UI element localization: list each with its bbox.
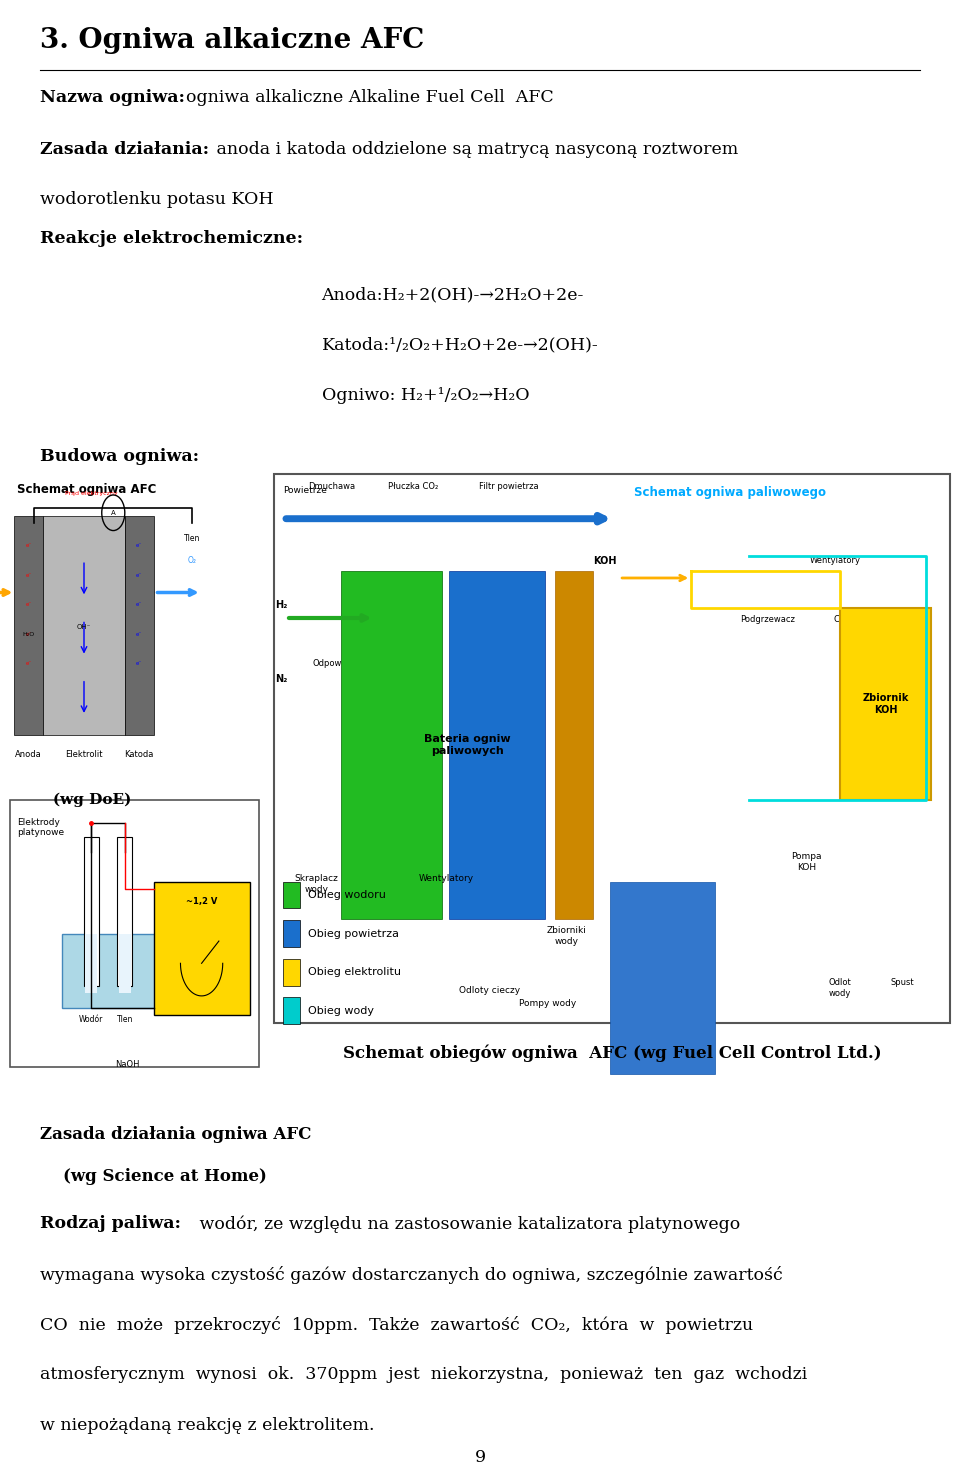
Text: Schemat ogniwa paliwowego: Schemat ogniwa paliwowego (634, 486, 826, 499)
Text: Wentylatory: Wentylatory (809, 556, 861, 565)
Text: e⁻: e⁻ (136, 572, 142, 578)
Text: wodorotlenku potasu KOH: wodorotlenku potasu KOH (40, 191, 274, 207)
Bar (840, 608, 931, 800)
Text: Tlen: Tlen (183, 534, 201, 542)
Text: e⁻: e⁻ (136, 542, 142, 548)
Text: e⁻: e⁻ (26, 661, 32, 667)
Text: ogniwa alkaliczne Alkaline Fuel Cell  AFC: ogniwa alkaliczne Alkaline Fuel Cell AFC (186, 89, 554, 105)
Text: CO  nie  może  przekroczyć  10ppm.  Także  zawartość  CO₂,  która  w  powietrzu: CO nie może przekroczyć 10ppm. Także zaw… (40, 1316, 754, 1334)
Bar (43, 516, 125, 735)
Text: Prąd elektryczny: Prąd elektryczny (65, 492, 117, 496)
Text: e⁻: e⁻ (136, 631, 142, 637)
Text: wodór, ze względu na zastosowanie katalizatora platynowego: wodór, ze względu na zastosowanie katali… (194, 1215, 740, 1233)
Text: OH⁻: OH⁻ (77, 624, 91, 630)
Text: Katoda: Katoda (125, 750, 154, 759)
Text: Pompa
KOH: Pompa KOH (791, 852, 822, 871)
Bar (610, 882, 715, 1074)
Bar (283, 920, 300, 947)
Text: Nazwa ogniwa:: Nazwa ogniwa: (40, 89, 185, 105)
Text: H₂: H₂ (276, 600, 288, 611)
Text: 3. Ogniwa alkaiczne AFC: 3. Ogniwa alkaiczne AFC (40, 27, 424, 53)
Text: Anoda:H₂+2(OH)-→2H₂O+2e-: Anoda:H₂+2(OH)-→2H₂O+2e- (322, 286, 584, 302)
Text: Skraplacz
wody: Skraplacz wody (295, 874, 339, 894)
Text: Katoda:¹/₂O₂+H₂O+2e-→2(OH)-: Katoda:¹/₂O₂+H₂O+2e-→2(OH)- (322, 336, 598, 353)
Bar (14, 516, 43, 735)
Text: Odlot
wody: Odlot wody (828, 978, 852, 997)
Text: Spust: Spust (891, 978, 914, 987)
Text: wymagana wysoka czystość gazów dostarczanych do ogniwa, szczególnie zawartość: wymagana wysoka czystość gazów dostarcza… (40, 1266, 783, 1283)
Bar (125, 516, 154, 735)
Bar (117, 837, 132, 986)
Text: anoda i katoda oddzielone są matrycą nasyconą roztworem: anoda i katoda oddzielone są matrycą nas… (211, 141, 738, 157)
Text: Odloty cieczy: Odloty cieczy (459, 986, 520, 994)
Text: w niepożądaną reakcję z elektrolitem.: w niepożądaną reakcję z elektrolitem. (40, 1417, 374, 1433)
Text: Ogniwo: H₂+¹/₂O₂→H₂O: Ogniwo: H₂+¹/₂O₂→H₂O (322, 387, 529, 403)
Text: Dmuchawa: Dmuchawa (307, 482, 355, 491)
Text: e⁻: e⁻ (136, 602, 142, 608)
Text: Anoda: Anoda (15, 750, 42, 759)
Text: Tlen: Tlen (116, 1015, 133, 1024)
Text: Podgrzewacz: Podgrzewacz (740, 615, 796, 624)
Text: Pompy wody: Pompy wody (518, 999, 576, 1008)
Text: ~1,2 V: ~1,2 V (186, 897, 217, 906)
Text: Budowa ogniwa:: Budowa ogniwa: (40, 448, 200, 464)
Bar (10, 800, 259, 1067)
Bar (283, 959, 300, 986)
Text: e⁻: e⁻ (26, 542, 32, 548)
Bar (62, 934, 192, 1008)
Text: Zasada działania:: Zasada działania: (40, 141, 209, 157)
Text: Elektrody
platynowe: Elektrody platynowe (17, 818, 64, 837)
Text: Obieg elektrolitu: Obieg elektrolitu (308, 968, 401, 977)
Text: Zbiorniki
wody: Zbiorniki wody (546, 926, 587, 946)
Bar (341, 571, 442, 919)
Text: e⁻: e⁻ (26, 631, 32, 637)
Text: atmosferycznym  wynosi  ok.  370ppm  jest  niekorzystna,  ponieważ  ten  gaz  wc: atmosferycznym wynosi ok. 370ppm jest ni… (40, 1366, 807, 1383)
Text: H₂O: H₂O (23, 631, 35, 637)
Bar (555, 571, 593, 919)
Text: Filtr powietrza: Filtr powietrza (479, 482, 539, 491)
Text: (wg Science at Home): (wg Science at Home) (40, 1168, 267, 1184)
Text: e⁻: e⁻ (26, 572, 32, 578)
Text: (wg DoE): (wg DoE) (53, 793, 132, 808)
Text: Odpowietrzenie: Odpowietrzenie (312, 659, 379, 668)
Text: Rodzaj paliwa:: Rodzaj paliwa: (40, 1215, 181, 1232)
Text: KOH: KOH (593, 556, 616, 566)
Text: Schemat obiegów ogniwa  AFC (wg Fuel Cell Control Ltd.): Schemat obiegów ogniwa AFC (wg Fuel Cell… (343, 1045, 881, 1063)
Bar (283, 997, 300, 1024)
Text: O₂: O₂ (187, 556, 197, 565)
Bar (119, 934, 131, 993)
Text: Chłodnica: Chłodnica (833, 615, 876, 624)
Bar (449, 571, 545, 919)
Text: e⁻: e⁻ (26, 602, 32, 608)
Text: NaOH: NaOH (115, 1060, 139, 1069)
Text: Bateria ogniw
paliwowych: Bateria ogniw paliwowych (423, 734, 511, 756)
Bar (84, 837, 99, 986)
Text: Obieg powietrza: Obieg powietrza (308, 929, 399, 938)
Text: e⁻: e⁻ (136, 661, 142, 667)
Text: Elektrolit: Elektrolit (65, 750, 103, 759)
Text: Zbiornik
KOH: Zbiornik KOH (862, 694, 909, 714)
Text: Zasada działania ogniwa AFC: Zasada działania ogniwa AFC (40, 1126, 312, 1143)
Text: Powietrze: Powietrze (283, 486, 327, 495)
Text: Wentylatory: Wentylatory (419, 874, 474, 883)
Text: N₂: N₂ (276, 674, 288, 685)
Bar (274, 474, 950, 1023)
Text: Wodór: Wodór (79, 1015, 104, 1024)
Bar (154, 882, 250, 1015)
Bar (283, 882, 300, 908)
Text: Płuczka CO₂: Płuczka CO₂ (388, 482, 438, 491)
Text: Obieg wodoru: Obieg wodoru (308, 891, 386, 900)
Text: Reakcje elektrochemiczne:: Reakcje elektrochemiczne: (40, 230, 303, 246)
Text: Do atmosfery: Do atmosfery (641, 926, 703, 935)
Text: 9: 9 (474, 1449, 486, 1466)
Text: Obieg wody: Obieg wody (308, 1006, 374, 1015)
Text: A: A (111, 510, 115, 516)
Text: Schemat ogniwa AFC: Schemat ogniwa AFC (17, 483, 156, 496)
Bar (85, 934, 97, 993)
